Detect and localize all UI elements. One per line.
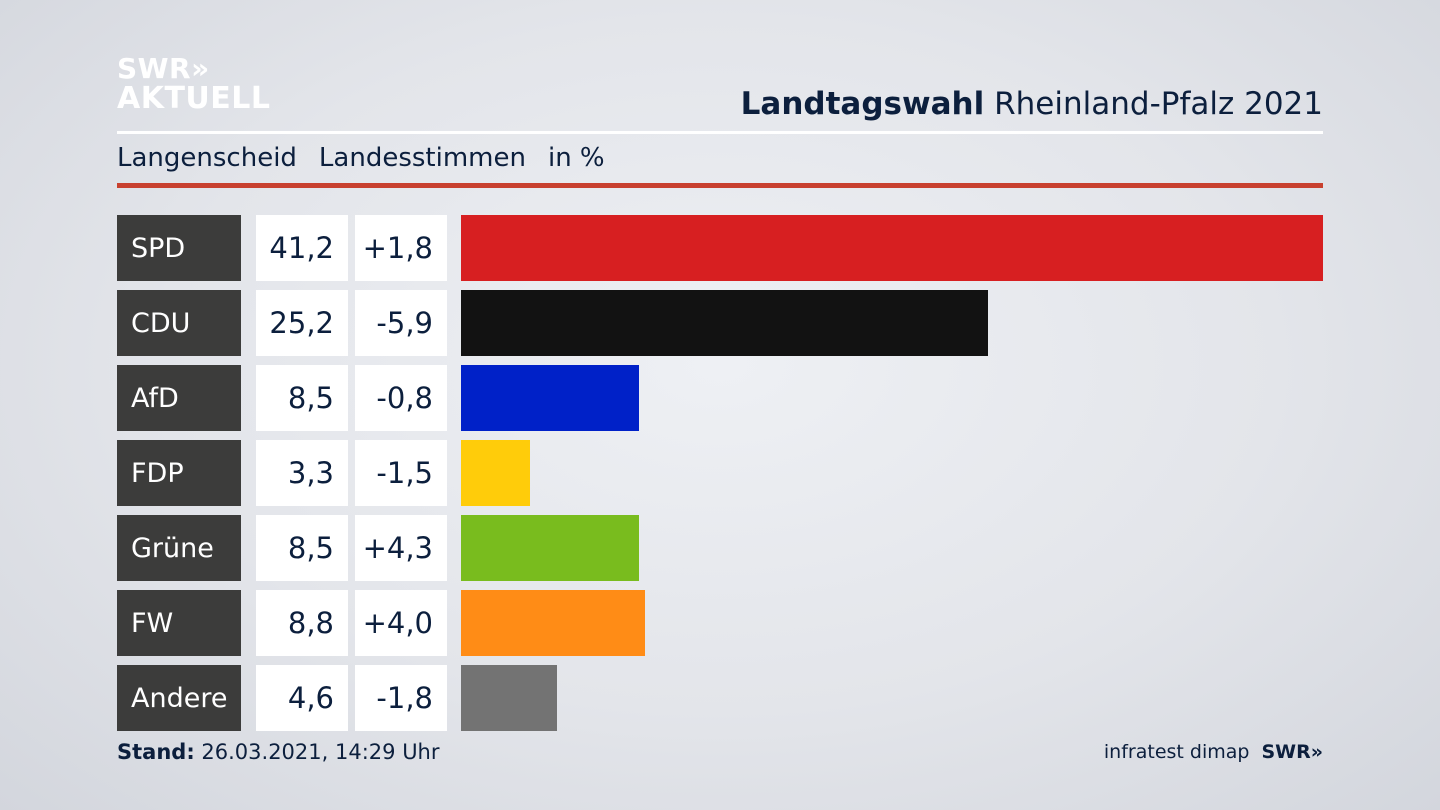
diff-label: +4,3: [355, 515, 447, 581]
chart-subtitle: Langenscheid Landesstimmen in %: [117, 143, 605, 179]
bar: [461, 215, 1323, 281]
result-row: CDU 25,2 -5,9: [117, 290, 1323, 356]
result-row: SPD 41,2 +1,8: [117, 215, 1323, 281]
swr-aktuell-logo: SWR» AKTUELL: [117, 54, 271, 114]
diff-label: +4,0: [355, 590, 447, 656]
diff-label: -0,8: [355, 365, 447, 431]
value-label: 4,6: [256, 665, 348, 731]
result-row: FW 8,8 +4,0: [117, 590, 1323, 656]
bar: [461, 290, 988, 356]
swr-brand: SWR»: [1261, 741, 1323, 763]
party-label: CDU: [117, 290, 241, 356]
party-label: AfD: [117, 365, 241, 431]
result-row: Andere 4,6 -1,8: [117, 665, 1323, 731]
value-label: 3,3: [256, 440, 348, 506]
title-bold: Landtagswahl: [740, 86, 985, 122]
title-regular: Rheinland-Pfalz 2021: [994, 86, 1323, 122]
subtitle-vote: Landesstimmen: [318, 143, 526, 173]
bar: [461, 590, 645, 656]
bar: [461, 665, 557, 731]
diff-label: +1,8: [355, 215, 447, 281]
party-label: FDP: [117, 440, 241, 506]
subtitle-unit: in %: [547, 143, 605, 173]
value-label: 25,2: [256, 290, 348, 356]
party-label: SPD: [117, 215, 241, 281]
bar: [461, 515, 639, 581]
stand-value: 26.03.2021, 14:29 Uhr: [201, 740, 440, 764]
diff-label: -5,9: [355, 290, 447, 356]
logo-line-2: AKTUELL: [117, 81, 271, 116]
source-label: infratest dimap: [1103, 741, 1250, 763]
result-row: Grüne 8,5 +4,3: [117, 515, 1323, 581]
stand-label: Stand:: [117, 740, 195, 764]
party-label: Grüne: [117, 515, 241, 581]
result-row: FDP 3,3 -1,5: [117, 440, 1323, 506]
subtitle-place: Langenscheid: [117, 143, 297, 173]
bar: [461, 365, 639, 431]
diff-label: -1,8: [355, 665, 447, 731]
result-row: AfD 8,5 -0,8: [117, 365, 1323, 431]
party-label: Andere: [117, 665, 241, 731]
timestamp: Stand: 26.03.2021, 14:29 Uhr: [117, 740, 440, 764]
footer-credits: infratest dimap SWR»: [1104, 741, 1323, 763]
logo-line-1: SWR»: [117, 52, 210, 85]
value-label: 8,5: [256, 515, 348, 581]
diff-label: -1,5: [355, 440, 447, 506]
value-label: 41,2: [256, 215, 348, 281]
page-title: Landtagswahl Rheinland-Pfalz 2021: [741, 86, 1323, 122]
party-label: FW: [117, 590, 241, 656]
value-label: 8,5: [256, 365, 348, 431]
bar: [461, 440, 530, 506]
subtitle-divider: [117, 183, 1323, 188]
value-label: 8,8: [256, 590, 348, 656]
header-divider: [117, 131, 1323, 134]
